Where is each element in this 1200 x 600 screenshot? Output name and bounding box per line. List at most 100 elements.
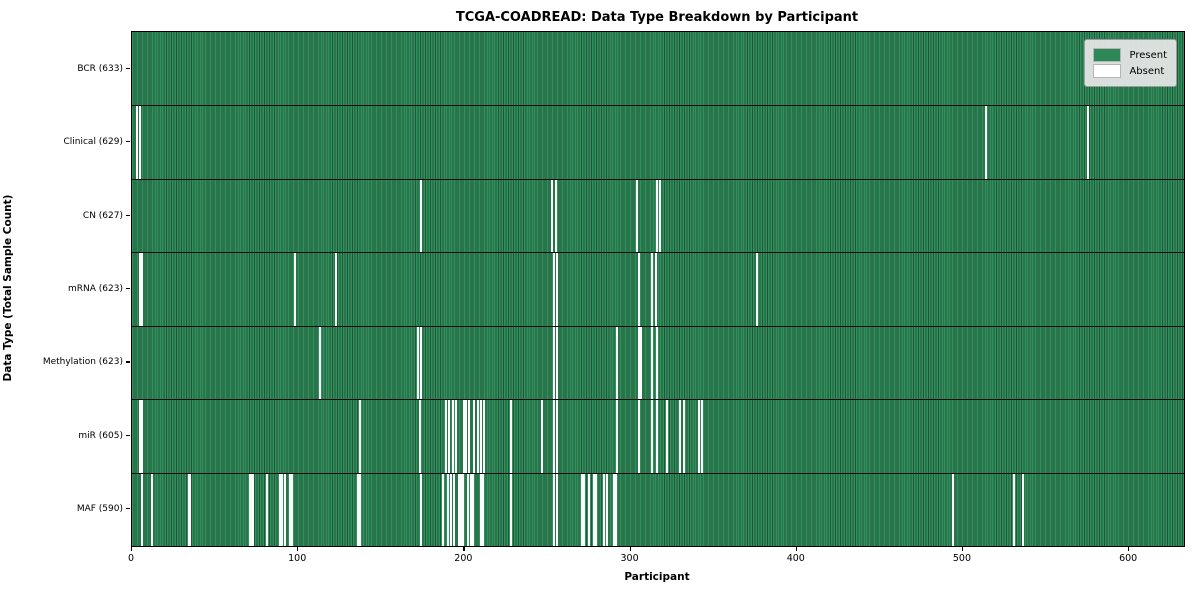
absent-mark — [656, 178, 659, 253]
absent-mark — [450, 472, 453, 546]
absent-mark — [140, 399, 143, 473]
absent-mark — [554, 178, 557, 253]
absent-mark — [468, 399, 471, 473]
absent-mark — [420, 178, 423, 253]
legend-entry-absent: Absent — [1093, 64, 1167, 78]
absent-mark — [556, 325, 559, 400]
absent-mark — [446, 472, 449, 546]
absent-mark — [682, 399, 685, 473]
absent-mark — [654, 252, 657, 326]
absent-mark — [651, 325, 654, 400]
absent-mark — [616, 325, 619, 400]
xtick-mark — [1128, 547, 1130, 551]
absent-mark — [594, 472, 597, 546]
legend-label-present: Present — [1129, 49, 1167, 61]
absent-mark — [466, 472, 469, 546]
absent-mark — [140, 252, 143, 326]
absent-mark — [697, 399, 700, 473]
absent-mark — [283, 472, 286, 546]
ytick-label-mrna: mRNA (623) — [68, 284, 123, 294]
absent-mark — [588, 472, 591, 546]
absent-mark — [290, 472, 293, 546]
absent-mark — [463, 399, 466, 473]
xtick-label-400: 400 — [786, 553, 805, 564]
absent-mark — [278, 472, 281, 546]
row-separator — [132, 472, 1184, 474]
absent-mark — [473, 399, 476, 473]
row-clinical — [132, 105, 1184, 179]
absent-mark — [445, 399, 448, 473]
absent-mark — [293, 252, 296, 326]
absent-mark — [985, 105, 988, 179]
absent-mark — [651, 252, 654, 326]
absent-mark — [280, 472, 283, 546]
ytick-mark — [126, 141, 130, 143]
row-maf — [132, 472, 1184, 546]
xtick-label-300: 300 — [620, 553, 639, 564]
absent-mark — [612, 472, 615, 546]
x-axis-label: Participant — [624, 571, 690, 583]
absent-mark — [416, 325, 419, 400]
ytick-label-clinical: Clinical (629) — [63, 137, 123, 148]
absent-mark — [448, 399, 451, 473]
ytick-label-cn: CN (627) — [82, 210, 123, 221]
xtick-label-0: 0 — [127, 553, 135, 564]
absent-mark — [250, 472, 253, 546]
absent-mark — [602, 472, 605, 546]
row-mir — [132, 399, 1184, 473]
row-separator — [132, 399, 1184, 401]
xtick-label-500: 500 — [952, 553, 972, 564]
xtick-label-200: 200 — [454, 553, 473, 564]
absent-mark — [465, 399, 468, 473]
absent-mark — [556, 252, 559, 326]
xtick-mark — [795, 547, 797, 551]
absent-mark — [420, 325, 423, 400]
absent-mark — [420, 472, 423, 546]
absent-mark — [335, 252, 338, 326]
absent-mark — [461, 472, 464, 546]
plot-area: Present Absent — [131, 31, 1185, 547]
row-separator — [132, 105, 1184, 107]
absent-mark — [583, 472, 586, 546]
xtick-label-100: 100 — [288, 553, 307, 564]
absent-mark — [656, 399, 659, 473]
ytick-label-mir: miR (605) — [78, 430, 123, 441]
absent-mark — [637, 252, 640, 326]
row-separator — [132, 325, 1184, 327]
absent-mark — [637, 325, 640, 400]
absent-mark — [614, 472, 617, 546]
absent-mark — [616, 399, 619, 473]
absent-mark — [509, 472, 512, 546]
absent-mark — [150, 472, 153, 546]
absent-mark — [553, 399, 556, 473]
absent-mark — [139, 399, 142, 473]
absent-mark — [679, 399, 682, 473]
absent-mark — [551, 178, 554, 253]
xtick-mark — [463, 547, 465, 551]
absent-mark — [480, 472, 482, 546]
ytick-mark — [126, 361, 130, 363]
row-separator — [132, 178, 1184, 180]
xtick-mark — [629, 547, 631, 551]
legend-entry-present: Present — [1093, 48, 1167, 62]
ytick-label-bcr: BCR (633) — [77, 63, 123, 74]
ytick-label-maf: MAF (590) — [76, 504, 123, 515]
absent-mark — [556, 472, 559, 546]
absent-mark — [541, 399, 544, 473]
absent-mark — [481, 472, 484, 546]
absent-mark — [639, 325, 642, 400]
absent-mark — [358, 472, 361, 546]
absent-mark — [606, 472, 609, 546]
absent-mark — [553, 252, 556, 326]
absent-mark — [553, 325, 556, 400]
absent-mark — [441, 472, 444, 546]
absent-mark — [656, 325, 659, 400]
absent-mark — [357, 472, 360, 546]
absent-swatch — [1093, 64, 1122, 78]
absent-mark — [455, 399, 458, 473]
absent-mark — [581, 472, 584, 546]
absent-mark — [248, 472, 251, 546]
row-separator — [132, 252, 1184, 254]
xtick-mark — [961, 547, 964, 551]
